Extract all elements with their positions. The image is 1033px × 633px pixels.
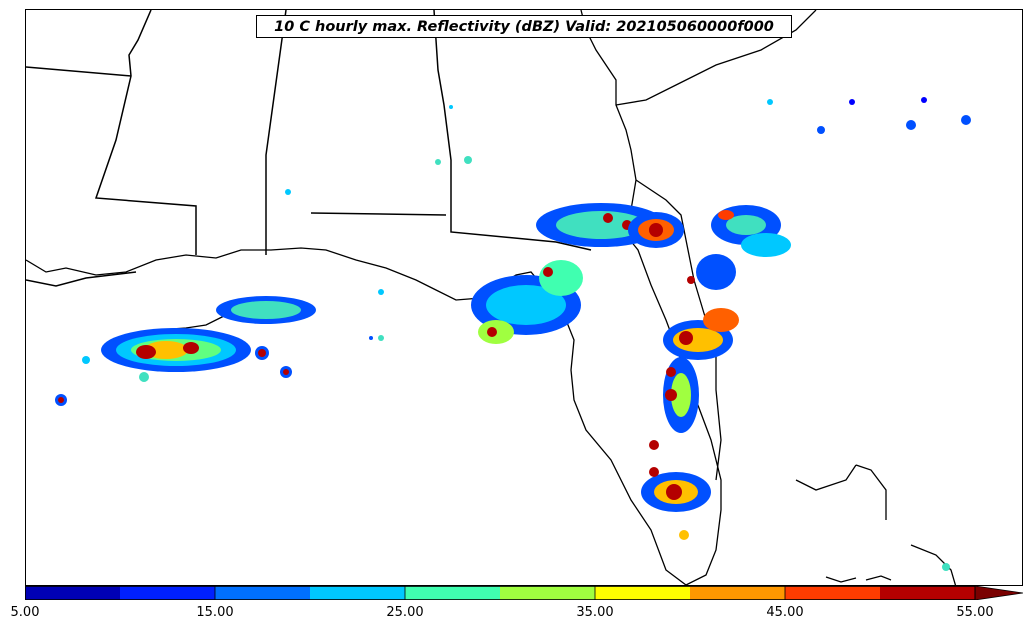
colorbar-tick-label: 35.00 xyxy=(576,605,614,620)
map-title-box: 10 C hourly max. Reflectivity (dBZ) Vali… xyxy=(256,15,792,38)
colorbar-tick-label: 55.00 xyxy=(956,605,994,620)
map-panel xyxy=(25,9,1023,586)
reflectivity-map xyxy=(26,10,971,585)
colorbar-segment xyxy=(25,586,121,600)
colorbar-segment xyxy=(880,586,976,600)
state-boundaries xyxy=(26,10,592,287)
map-title: 10 C hourly max. Reflectivity (dBZ) Vali… xyxy=(274,18,774,35)
colorbar-segment xyxy=(690,586,786,600)
colorbar-tick-label: 5.00 xyxy=(10,605,40,620)
colorbar-segment xyxy=(785,586,881,600)
colorbar-segment xyxy=(120,586,216,600)
colorbar-segment xyxy=(595,586,691,600)
colorbar-segment xyxy=(310,586,406,600)
colorbar-segment xyxy=(405,586,501,600)
colorbar xyxy=(25,586,1023,600)
colorbar-segment xyxy=(215,586,311,600)
colorbar-tick-label: 15.00 xyxy=(196,605,234,620)
colorbar-segment xyxy=(500,586,596,600)
reflectivity-cells xyxy=(55,97,971,571)
colorbar-extend-arrow xyxy=(974,586,1023,600)
colorbar-tick-label: 25.00 xyxy=(386,605,424,620)
colorbar-tick-label: 45.00 xyxy=(766,605,804,620)
